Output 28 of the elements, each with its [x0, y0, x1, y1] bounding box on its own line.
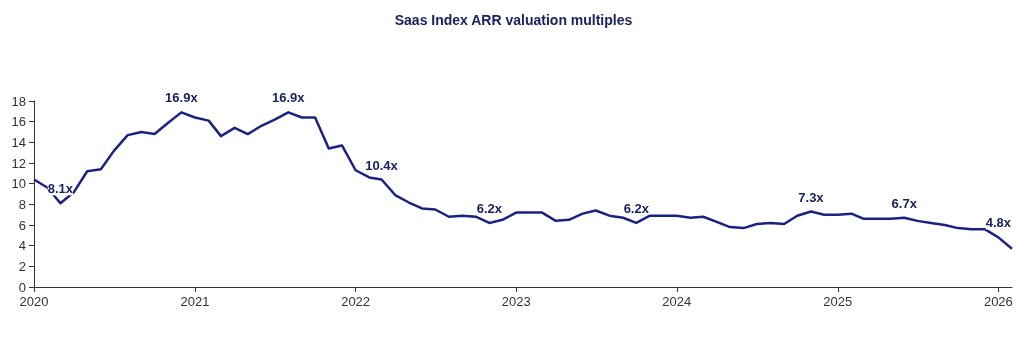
x-tick-label: 2025: [823, 294, 853, 309]
y-tick-label: 8: [18, 196, 26, 212]
y-tick-label: 6: [18, 217, 26, 233]
x-tick-label: 2026: [983, 294, 1013, 309]
annotation: 6.7x: [891, 195, 918, 211]
x-tick-label: 2022: [341, 294, 371, 309]
y-tick-label: 14: [11, 134, 26, 150]
annotation: 16.9x: [165, 90, 199, 106]
annotation: 8.1x: [47, 181, 74, 197]
y-tick-label: 4: [18, 238, 26, 254]
annotation: 16.9x: [272, 90, 306, 106]
line-series: [32, 111, 1014, 251]
y-tick-label: 0: [18, 279, 26, 295]
y-tick-label: 16: [11, 114, 26, 130]
annotation: 10.4x: [365, 157, 399, 173]
annotation: 6.2x: [623, 200, 650, 216]
y-tick-label: 10: [11, 176, 26, 192]
annotation: 7.3x: [798, 189, 825, 205]
annotation: 6.2x: [476, 200, 503, 216]
annotation: 4.8x: [985, 215, 1012, 231]
y-tick-label: 18: [11, 93, 26, 109]
x-tick-label: 2023: [501, 294, 531, 309]
chart-title: Saas Index ARR valuation multiples: [394, 12, 633, 28]
x-tick-label: 2024: [662, 294, 692, 309]
y-tick-label: 2: [18, 258, 26, 274]
y-tick-label: 12: [11, 155, 26, 171]
x-tick-label: 2020: [19, 294, 49, 309]
x-tick-label: 2021: [180, 294, 210, 309]
